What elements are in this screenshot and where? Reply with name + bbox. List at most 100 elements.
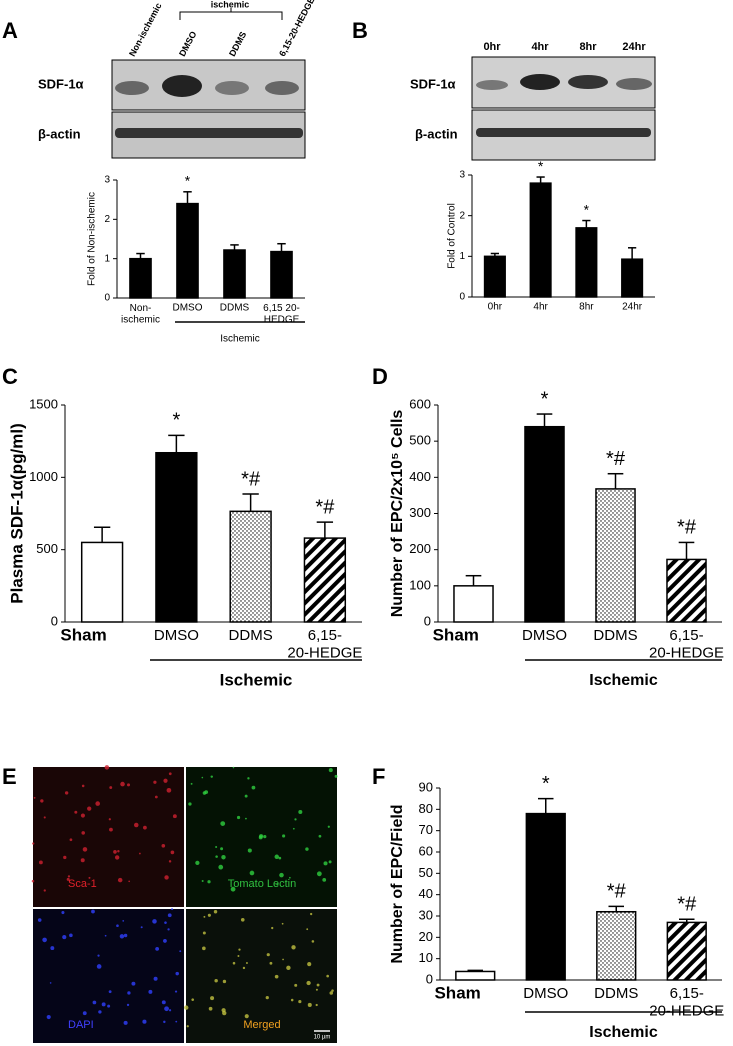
lane-label: DDMS [227, 30, 248, 58]
speckle [213, 910, 218, 914]
speckle [127, 991, 131, 995]
speckle [238, 948, 241, 951]
speckle [207, 913, 211, 917]
y-axis-label: Number of EPC/2x10⁵ Cells [389, 410, 406, 618]
lane-label: 24hr [622, 41, 646, 53]
speckle [232, 961, 236, 965]
bar [575, 227, 598, 298]
band [115, 81, 149, 95]
blot-a: ischemic Non-ischemic DMSO DDMS 6,15-20-… [38, 0, 317, 159]
image-sca1 [33, 767, 184, 907]
speckle [66, 877, 70, 881]
speckle [282, 834, 286, 838]
significance-marker: *# [606, 448, 626, 470]
speckle [236, 815, 241, 820]
speckle [88, 876, 91, 879]
speckle [274, 974, 279, 979]
x-tick-label: DDMS [593, 627, 637, 644]
speckle [249, 870, 255, 876]
lane-label: 4hr [531, 41, 549, 53]
speckle [318, 834, 322, 838]
blot-header: ischemic [211, 0, 250, 9]
bar-chart: 0 1 2 3 Fold of Non-ischemic Non-ischemic * DMS… [87, 173, 305, 345]
speckle [104, 934, 107, 937]
y-tick-label: 10 [419, 950, 433, 965]
speckle [316, 871, 322, 877]
x-tick-label: DMSO [154, 627, 199, 644]
speckle [210, 775, 213, 778]
speckle [281, 922, 284, 925]
bar [303, 537, 347, 623]
speckle [92, 1000, 97, 1005]
speckle [294, 818, 297, 821]
speckle [139, 852, 141, 855]
speckle [214, 978, 218, 983]
speckle [107, 1004, 111, 1008]
panel-letter: B [352, 18, 368, 43]
speckle [230, 886, 236, 892]
speckle [202, 946, 206, 951]
speckle [244, 1014, 249, 1019]
speckle [251, 785, 256, 790]
speckle [311, 940, 315, 943]
significance-marker: *# [677, 893, 697, 915]
speckle [43, 889, 46, 892]
y-tick-label: 2 [459, 210, 465, 221]
speckle [80, 858, 85, 863]
speckle [278, 856, 282, 860]
speckle [42, 937, 47, 943]
speckle [247, 848, 252, 853]
speckle [109, 827, 113, 832]
speckle [168, 1009, 172, 1012]
speckle [81, 831, 86, 835]
speckle [128, 880, 131, 883]
bar-chart: 0 10 20 30 40 50 60 70 80 90 Number of EPC/Field Sh… [389, 773, 724, 1041]
speckle [202, 791, 207, 795]
speckle [155, 946, 160, 951]
speckle [220, 847, 224, 851]
x-tick-label: DDMS [229, 627, 273, 644]
speckle [153, 976, 158, 981]
speckle [184, 1005, 189, 1010]
speckle [164, 1006, 169, 1012]
x-tick-label: 4hr [533, 302, 548, 313]
speckle [163, 939, 167, 943]
speckle [289, 876, 291, 879]
speckle [38, 860, 43, 865]
y-tick-label: 1000 [29, 469, 58, 484]
speckle [276, 883, 279, 886]
band [115, 128, 303, 138]
y-tick-label: 0 [459, 292, 465, 303]
speckle [331, 989, 334, 992]
y-tick-label: 3 [104, 175, 110, 186]
speckle [202, 931, 206, 935]
speckle [131, 981, 136, 986]
image-labels: Sca-1 Tomato Lectin DAPI Merged 10 µm [68, 878, 330, 1041]
speckle [154, 795, 158, 799]
speckle [329, 991, 334, 995]
y-tick-label: 3 [459, 170, 465, 181]
speckle [31, 879, 35, 883]
speckle [323, 861, 328, 866]
panel-letter: C [2, 364, 18, 389]
speckle [143, 825, 147, 830]
y-tick-label: 100 [409, 577, 431, 592]
speckle [120, 781, 125, 787]
speckle [174, 990, 178, 993]
significance-marker: *# [315, 496, 335, 518]
y-axis-label: Fold of Control [447, 203, 458, 269]
speckle [74, 810, 78, 814]
speckle [215, 845, 218, 849]
lane-label: 8hr [579, 41, 597, 53]
lane-label: 0hr [483, 41, 501, 53]
significance-marker: * [538, 158, 544, 174]
speckle [191, 998, 195, 1001]
speckle [240, 917, 245, 922]
speckle [279, 872, 284, 878]
significance-marker: * [541, 388, 549, 410]
bar [270, 250, 293, 299]
significance-marker: *# [677, 517, 697, 539]
significance-marker: * [172, 410, 180, 432]
speckle [164, 921, 167, 924]
